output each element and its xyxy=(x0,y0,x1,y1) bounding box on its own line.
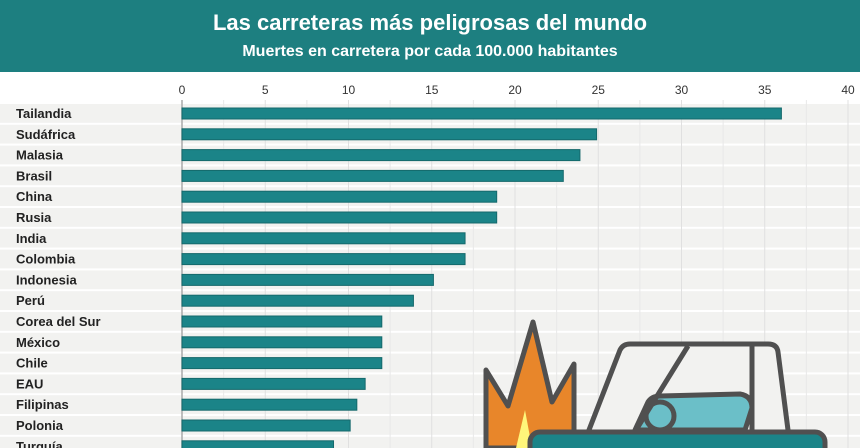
category-label: Sudáfrica xyxy=(16,127,76,142)
category-label: Corea del Sur xyxy=(16,314,101,329)
burning-car-illustration xyxy=(483,319,828,448)
category-label: China xyxy=(16,189,53,204)
x-tick-label: 20 xyxy=(508,83,522,97)
bar xyxy=(181,128,598,141)
category-label: Perú xyxy=(16,293,45,308)
bar xyxy=(181,440,335,448)
bar xyxy=(181,357,383,370)
category-label: Tailandia xyxy=(16,106,72,121)
x-tick-label: 35 xyxy=(758,83,772,97)
bar xyxy=(181,398,358,411)
bar xyxy=(181,336,383,349)
category-label: India xyxy=(16,231,47,246)
category-label: Malasia xyxy=(16,148,64,163)
x-tick-label: 25 xyxy=(592,83,606,97)
x-tick-label: 5 xyxy=(262,83,269,97)
bar xyxy=(181,273,434,286)
category-label: Chile xyxy=(16,356,48,371)
bar-chart: 0 5 10 15 20 25 30 35 40 Tailandia Sudáfrica Malasi… xyxy=(0,83,860,448)
x-tick-label: 30 xyxy=(675,83,689,97)
category-label: México xyxy=(16,335,60,350)
category-label: Polonia xyxy=(16,418,64,433)
row-band xyxy=(0,291,860,310)
category-label: Colombia xyxy=(16,252,76,267)
chart-subtitle: Muertes en carretera por cada 100.000 ha… xyxy=(242,43,618,60)
category-label: Turquía xyxy=(16,439,63,448)
bar xyxy=(181,107,782,120)
bar xyxy=(181,253,466,266)
bar xyxy=(181,211,498,224)
x-tick-label: 15 xyxy=(425,83,439,97)
bar xyxy=(181,419,351,432)
x-tick-label: 40 xyxy=(841,83,855,97)
category-label: Rusia xyxy=(16,210,52,225)
category-label: Brasil xyxy=(16,168,52,183)
x-tick-label: 10 xyxy=(342,83,356,97)
row-band xyxy=(0,436,860,448)
bar xyxy=(181,377,366,390)
bar xyxy=(181,315,383,328)
bar xyxy=(181,169,564,182)
x-tick-label: 0 xyxy=(179,83,186,97)
category-label: Indonesia xyxy=(16,272,77,287)
category-label: Filipinas xyxy=(16,397,69,412)
bar xyxy=(181,190,498,203)
bar xyxy=(181,294,414,307)
row-band xyxy=(0,312,860,331)
category-label: EAU xyxy=(16,376,43,391)
bar xyxy=(181,149,581,162)
bar xyxy=(181,232,466,245)
chart-title: Las carreteras más peligrosas del mundo xyxy=(212,10,648,35)
chart-header: Las carreteras más peligrosas del mundo … xyxy=(0,0,860,72)
